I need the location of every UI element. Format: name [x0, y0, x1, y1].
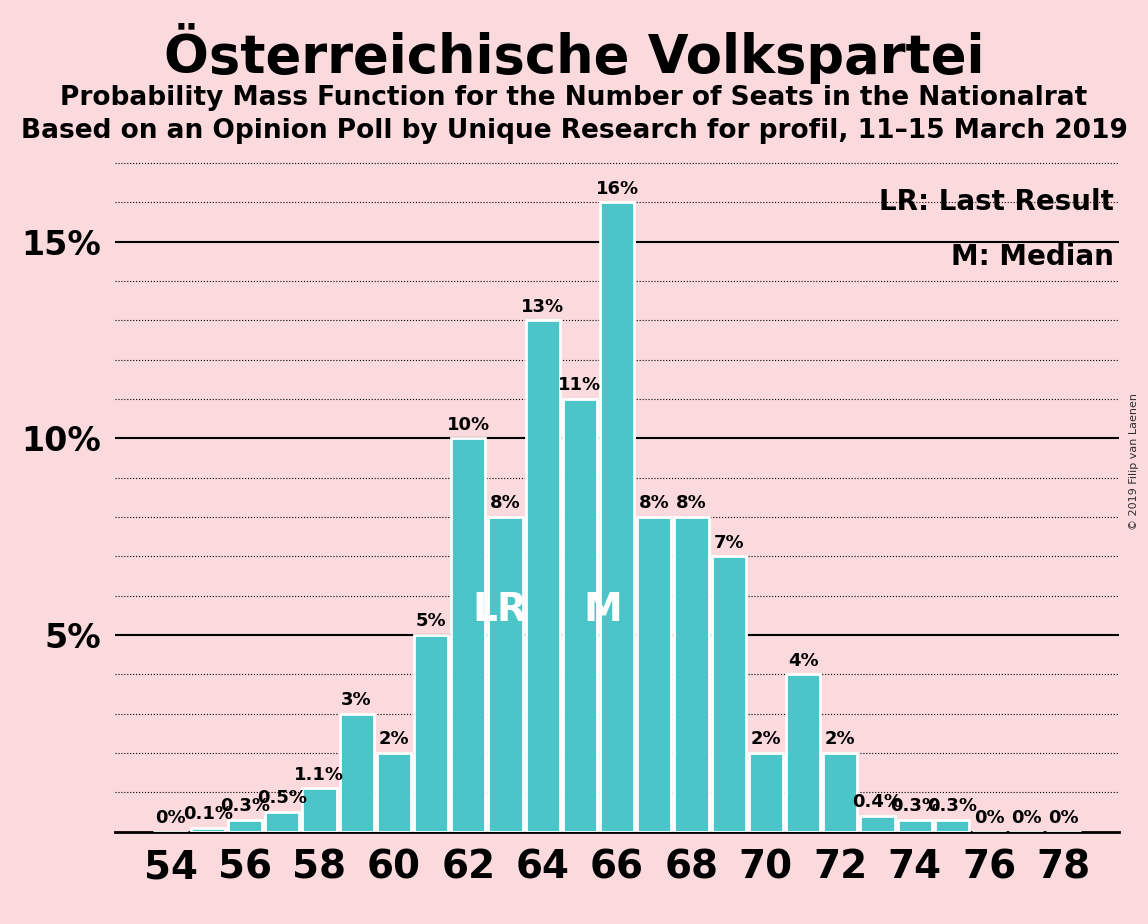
Bar	[748, 753, 783, 832]
Text: 1.1%: 1.1%	[294, 766, 344, 784]
Text: 0%: 0%	[155, 808, 186, 827]
Text: 0.1%: 0.1%	[183, 805, 233, 823]
Text: 16%: 16%	[596, 179, 638, 198]
Text: 0.3%: 0.3%	[220, 797, 270, 815]
Text: 0.5%: 0.5%	[257, 789, 308, 808]
Text: 0%: 0%	[1048, 808, 1079, 827]
Bar	[934, 820, 969, 832]
Text: 0.3%: 0.3%	[890, 797, 940, 815]
Text: LR: Last Result: LR: Last Result	[879, 188, 1115, 216]
Text: 0%: 0%	[974, 808, 1004, 827]
Text: M: Median: M: Median	[952, 243, 1115, 271]
Bar	[340, 713, 374, 832]
Text: 2%: 2%	[751, 730, 781, 748]
Bar	[898, 820, 932, 832]
Text: 10%: 10%	[447, 416, 490, 433]
Bar	[600, 202, 634, 832]
Bar	[674, 517, 708, 832]
Bar	[265, 812, 300, 832]
Text: 0.3%: 0.3%	[926, 797, 977, 815]
Text: © 2019 Filip van Laenen: © 2019 Filip van Laenen	[1130, 394, 1139, 530]
Text: 0%: 0%	[1011, 808, 1041, 827]
Bar	[191, 828, 225, 832]
Text: Probability Mass Function for the Number of Seats in the Nationalrat: Probability Mass Function for the Number…	[61, 85, 1087, 111]
Text: 8%: 8%	[490, 494, 521, 512]
Text: 3%: 3%	[341, 691, 372, 709]
Text: 2%: 2%	[825, 730, 855, 748]
Text: 8%: 8%	[676, 494, 707, 512]
Bar	[712, 556, 746, 832]
Bar	[451, 438, 486, 832]
Bar	[823, 753, 858, 832]
Text: 8%: 8%	[639, 494, 669, 512]
Bar	[302, 788, 336, 832]
Bar	[860, 816, 894, 832]
Text: 13%: 13%	[521, 298, 564, 315]
Bar	[488, 517, 522, 832]
Bar	[786, 675, 820, 832]
Text: M: M	[583, 591, 622, 629]
Text: 4%: 4%	[788, 651, 819, 670]
Text: 5%: 5%	[416, 613, 447, 630]
Bar	[526, 321, 560, 832]
Text: LR: LR	[472, 591, 527, 629]
Text: 7%: 7%	[713, 533, 744, 552]
Bar	[637, 517, 672, 832]
Bar	[228, 820, 262, 832]
Text: 0.4%: 0.4%	[853, 793, 902, 811]
Bar	[563, 399, 597, 832]
Text: 11%: 11%	[558, 376, 602, 395]
Text: 2%: 2%	[379, 730, 409, 748]
Bar	[377, 753, 411, 832]
Text: Österreichische Volkspartei: Österreichische Volkspartei	[164, 23, 984, 84]
Bar	[414, 635, 448, 832]
Text: Based on an Opinion Poll by Unique Research for profil, 11–15 March 2019: Based on an Opinion Poll by Unique Resea…	[21, 118, 1127, 144]
